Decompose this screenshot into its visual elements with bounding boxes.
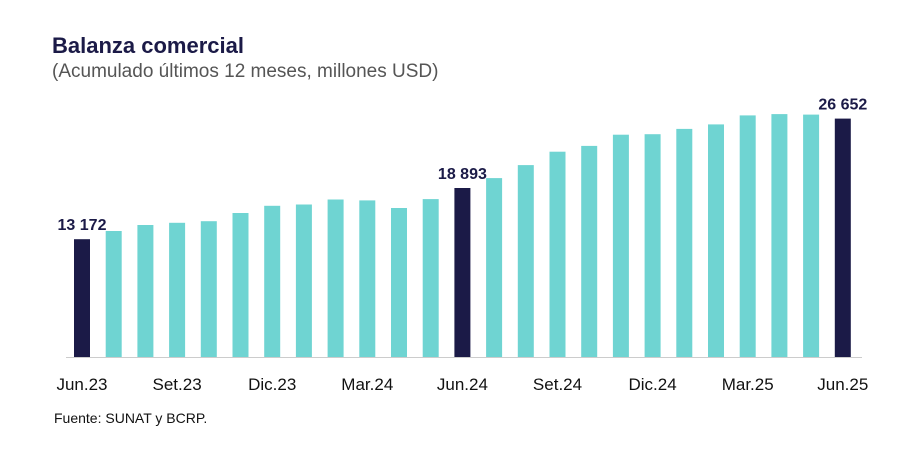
bar-7 <box>295 204 312 357</box>
bar-23 <box>803 114 820 357</box>
bar-21 <box>739 115 756 358</box>
bar-20 <box>708 124 724 358</box>
bar-8 <box>327 199 344 357</box>
bar-6 <box>264 205 281 357</box>
bar-24 <box>834 118 851 357</box>
x-tick-label: Mar.24 <box>341 375 393 394</box>
bar-16 <box>581 145 598 357</box>
x-tick-label: Jun.24 <box>437 375 488 394</box>
bar-17 <box>612 134 629 357</box>
bar-10 <box>391 208 407 357</box>
bar-1 <box>105 231 122 357</box>
x-tick-label: Dic.23 <box>248 375 296 394</box>
x-tick-label: Jun.25 <box>817 375 868 394</box>
bar-3 <box>169 222 186 357</box>
source-note: Fuente: SUNAT y BCRP. <box>54 410 208 426</box>
data-label: 13 172 <box>58 217 107 234</box>
bar-14 <box>517 165 534 357</box>
chart-subtitle: (Acumulado últimos 12 meses, millones US… <box>52 61 439 82</box>
data-label: 18 893 <box>438 166 487 183</box>
bar-9 <box>359 200 376 357</box>
bar-0 <box>74 239 90 357</box>
chart-title: Balanza comercial <box>52 33 244 58</box>
bar-18 <box>644 134 661 357</box>
x-tick-label: Jun.23 <box>56 375 107 394</box>
bar-5 <box>232 213 249 357</box>
bar-22 <box>771 114 788 357</box>
bar-19 <box>676 128 693 357</box>
bar-11 <box>422 199 439 357</box>
bar-4 <box>200 221 217 357</box>
x-tick-label: Set.24 <box>533 375 582 394</box>
bars-group <box>74 114 851 358</box>
bar-12 <box>454 188 471 357</box>
bar-2 <box>137 225 154 357</box>
x-tick-labels-group: Jun.23 Set.23 Dic.23 Mar.24 Jun.24 Set.24 Dic.… <box>56 375 868 394</box>
bar-15 <box>549 151 566 357</box>
x-tick-label: Dic.24 <box>629 375 677 394</box>
x-tick-label: Set.23 <box>153 375 202 394</box>
data-label: 26 652 <box>818 97 867 114</box>
data-labels-group: 13 172 18 893 26 652 <box>58 97 868 235</box>
bar-13 <box>486 178 503 357</box>
x-tick-label: Mar.25 <box>722 375 774 394</box>
